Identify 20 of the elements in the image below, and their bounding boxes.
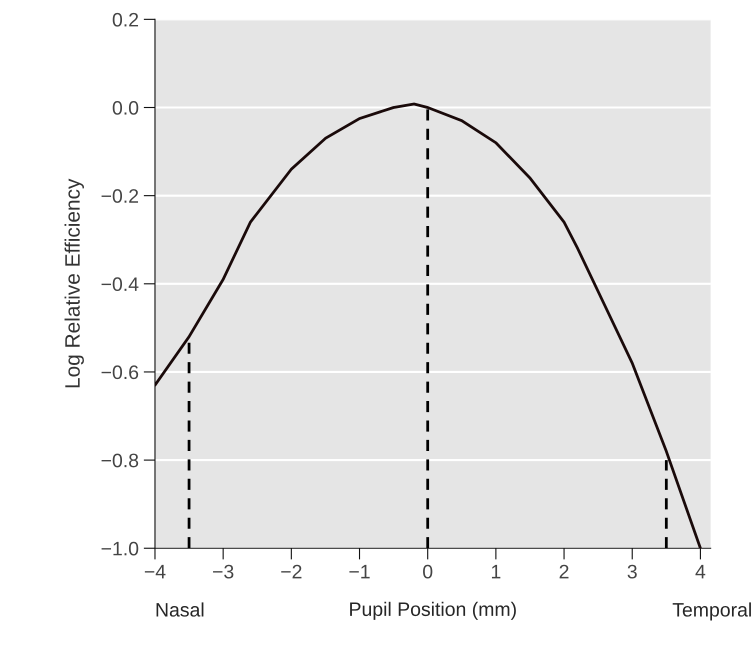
x-tick-label: −1 [349, 564, 370, 578]
x-tick-label: −4 [144, 564, 166, 578]
y-tick-label: 0.2 [112, 12, 138, 27]
x-tick-label: −3 [213, 564, 234, 579]
y-tick-label: −0.4 [102, 277, 138, 292]
y-tick-label: −0.2 [102, 189, 138, 203]
x-axis-title: Pupil Position (mm) [350, 602, 516, 620]
x-tick-label: 3 [628, 564, 637, 579]
y-tick-label: −0.8 [102, 454, 138, 468]
y-tick-label: 0.0 [112, 100, 138, 115]
y-tick-label: −1.0 [102, 542, 138, 556]
x-tick-label: 1 [492, 564, 500, 578]
x-tick-label: 4 [695, 564, 706, 578]
x-tick-label: −2 [281, 564, 302, 578]
text: Nasal [156, 602, 204, 617]
text: Temporal [672, 602, 751, 621]
x-tick-label: 2 [560, 564, 568, 578]
x-tick-label: 0 [423, 564, 432, 579]
y-axis-title: Log Relative Efficiency [64, 178, 84, 388]
y-tick-label: −0.6 [102, 365, 138, 380]
